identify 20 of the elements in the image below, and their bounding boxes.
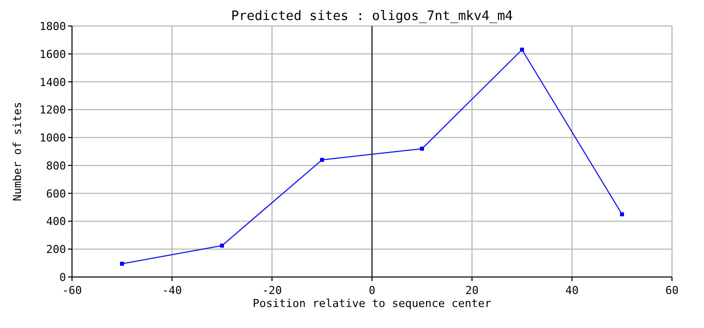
x-tick-label: -60 [62,284,82,297]
x-tick-label: -20 [262,284,282,297]
x-tick-label: -40 [162,284,182,297]
x-tick-label: 60 [665,284,679,297]
y-tick-label: 200 [46,243,66,256]
y-tick-label: 800 [46,159,66,172]
x-axis-title: Position relative to sequence center [252,297,492,310]
y-tick-label: 1200 [40,104,66,117]
y-tick-label: 400 [46,215,66,228]
x-tick-label: 40 [565,284,579,297]
y-tick-label: 1600 [40,48,66,61]
y-tick-label: 1400 [40,76,66,89]
y-tick-label: 1800 [40,20,66,33]
y-tick-label: 600 [46,187,66,200]
x-tick-label: 20 [465,284,479,297]
y-tick-label: 0 [59,271,66,284]
chart-title: Predicted sites : oligos_7nt_mkv4_m4 [231,9,514,24]
x-tick-label: 0 [368,284,376,297]
y-axis-title: Number of sites [11,102,24,202]
y-tick-label: 1000 [40,132,66,145]
